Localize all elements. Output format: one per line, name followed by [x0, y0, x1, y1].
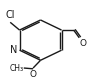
Text: CH₃: CH₃	[9, 64, 23, 72]
Text: O: O	[80, 39, 87, 48]
Text: O: O	[30, 70, 37, 79]
Text: N: N	[10, 45, 17, 55]
Text: Cl: Cl	[5, 10, 14, 20]
